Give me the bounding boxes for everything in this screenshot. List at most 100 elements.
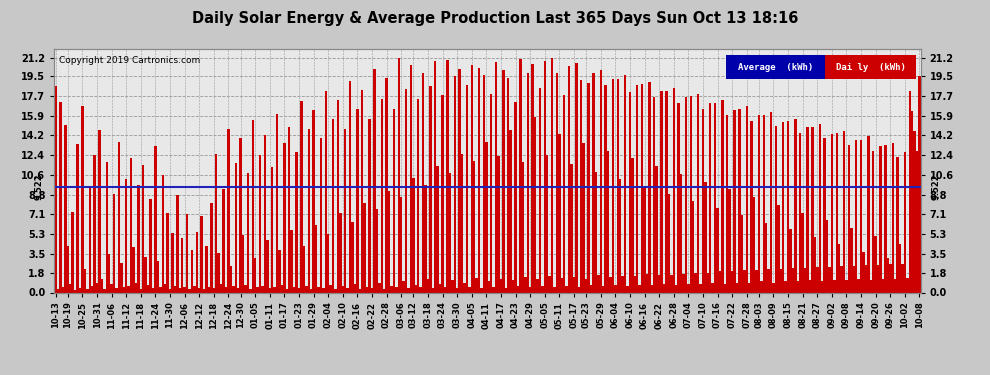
- Bar: [361, 90, 363, 292]
- Bar: [247, 173, 249, 292]
- Bar: [159, 287, 161, 292]
- Bar: [644, 186, 645, 292]
- Bar: [156, 261, 159, 292]
- Bar: [782, 122, 784, 292]
- Bar: [300, 101, 303, 292]
- Bar: [308, 129, 310, 292]
- Bar: [178, 288, 181, 292]
- Bar: [919, 76, 921, 292]
- Bar: [916, 151, 919, 292]
- FancyBboxPatch shape: [726, 55, 826, 79]
- Bar: [665, 91, 667, 292]
- Bar: [76, 144, 79, 292]
- Bar: [337, 100, 340, 292]
- Bar: [914, 131, 916, 292]
- Bar: [555, 73, 558, 292]
- Bar: [256, 287, 258, 292]
- Bar: [288, 128, 290, 292]
- Bar: [71, 211, 74, 292]
- Bar: [437, 166, 439, 292]
- Bar: [223, 189, 225, 292]
- Bar: [133, 247, 135, 292]
- Bar: [548, 276, 550, 292]
- Bar: [602, 286, 604, 292]
- Bar: [330, 285, 332, 292]
- Bar: [417, 99, 420, 292]
- Bar: [218, 253, 220, 292]
- Bar: [741, 215, 743, 292]
- Bar: [632, 158, 634, 292]
- Bar: [290, 231, 293, 292]
- Bar: [332, 118, 335, 292]
- Bar: [789, 230, 792, 292]
- Text: Average  (kWh): Average (kWh): [738, 63, 813, 72]
- Bar: [478, 68, 480, 292]
- Bar: [245, 285, 247, 292]
- Bar: [446, 60, 448, 292]
- Bar: [285, 289, 288, 292]
- Bar: [845, 280, 847, 292]
- Bar: [655, 166, 658, 292]
- Bar: [645, 274, 648, 292]
- Bar: [772, 282, 775, 292]
- Bar: [841, 266, 842, 292]
- Bar: [69, 284, 71, 292]
- Bar: [836, 133, 838, 292]
- FancyBboxPatch shape: [826, 55, 917, 79]
- Bar: [612, 79, 614, 292]
- Bar: [792, 268, 794, 292]
- Bar: [400, 197, 402, 292]
- Bar: [799, 133, 802, 292]
- Bar: [542, 286, 544, 292]
- Bar: [899, 244, 901, 292]
- Bar: [492, 287, 495, 292]
- Bar: [118, 142, 120, 292]
- Bar: [261, 286, 263, 292]
- Bar: [266, 240, 268, 292]
- Bar: [819, 124, 821, 292]
- Bar: [690, 96, 692, 292]
- Bar: [887, 258, 889, 292]
- Bar: [375, 209, 378, 292]
- Bar: [205, 246, 208, 292]
- Bar: [191, 251, 193, 292]
- Bar: [451, 280, 453, 292]
- Bar: [806, 128, 809, 292]
- Bar: [237, 288, 240, 292]
- Bar: [251, 120, 254, 292]
- Bar: [587, 83, 590, 292]
- Bar: [358, 289, 361, 292]
- Bar: [565, 286, 568, 292]
- Bar: [138, 185, 140, 292]
- Bar: [388, 190, 390, 292]
- Bar: [83, 269, 86, 292]
- Bar: [430, 86, 432, 292]
- Bar: [380, 99, 383, 292]
- Bar: [729, 189, 731, 292]
- Bar: [675, 285, 677, 292]
- Bar: [505, 288, 507, 292]
- Bar: [797, 281, 799, 292]
- Bar: [809, 280, 811, 292]
- Bar: [348, 81, 351, 292]
- Bar: [495, 62, 497, 292]
- Bar: [539, 87, 542, 292]
- Bar: [113, 194, 115, 292]
- Bar: [904, 152, 906, 292]
- Bar: [371, 288, 373, 292]
- Bar: [86, 289, 88, 292]
- Bar: [303, 246, 305, 292]
- Bar: [726, 115, 729, 292]
- Bar: [108, 254, 111, 292]
- Bar: [410, 65, 412, 292]
- Bar: [125, 180, 128, 292]
- Bar: [622, 276, 624, 292]
- Bar: [515, 102, 517, 292]
- Bar: [580, 80, 582, 292]
- Bar: [91, 286, 93, 292]
- Bar: [641, 84, 644, 292]
- Bar: [662, 284, 665, 292]
- Bar: [694, 273, 697, 292]
- Bar: [200, 216, 203, 292]
- Bar: [415, 285, 417, 292]
